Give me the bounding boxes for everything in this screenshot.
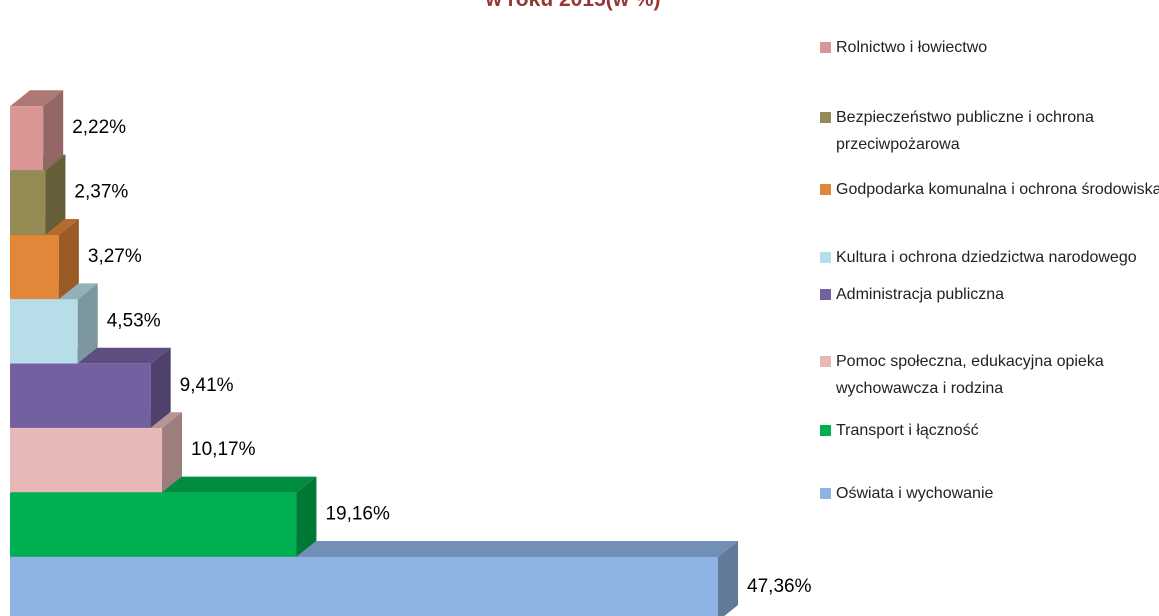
legend-label: Godpodarka komunalna i ochrona środowisk… — [836, 181, 1159, 198]
data-label: 2,22% — [72, 117, 126, 138]
legend-label: Pomoc społeczna, edukacyjna opieka wycho… — [836, 353, 1104, 397]
bar — [10, 299, 78, 364]
legend-label: Transport i łączność — [836, 422, 979, 439]
legend-item: Transport i łączność — [820, 417, 1159, 444]
bar — [10, 492, 297, 557]
legend-item: Kultura i ochrona dziedzictwa narodowego — [820, 244, 1159, 271]
legend-swatch — [820, 112, 831, 123]
data-label: 47,36% — [747, 576, 812, 597]
legend-item: Rolnictwo i łowiectwo — [820, 34, 1159, 61]
data-label: 2,37% — [74, 182, 128, 203]
legend-item: Pomoc społeczna, edukacyjna opieka wycho… — [820, 348, 1159, 402]
bar-side — [296, 476, 317, 557]
bar — [10, 428, 163, 493]
bar-side — [718, 541, 739, 616]
bar-side — [162, 412, 183, 493]
data-label: 4,53% — [107, 310, 161, 331]
legend-swatch — [820, 252, 831, 263]
legend-swatch — [820, 289, 831, 300]
legend-item: Oświata i wychowanie — [820, 480, 1159, 507]
bar-side — [43, 90, 64, 171]
legend-label: Rolnictwo i łowiectwo — [836, 39, 988, 56]
bar-side — [150, 347, 171, 428]
chart-title: w roku 2015(w %) — [484, 0, 660, 11]
legend-swatch — [820, 42, 831, 53]
data-label: 10,17% — [191, 439, 256, 460]
legend-label: Administracja publiczna — [836, 286, 1005, 303]
legend-item: Bezpieczeństwo publiczne i ochrona przec… — [820, 104, 1159, 158]
legend-label: Bezpieczeństwo publiczne i ochrona przec… — [836, 109, 1094, 153]
bar-side — [77, 283, 98, 364]
bar — [10, 106, 44, 171]
bar — [10, 170, 46, 235]
bar-side — [58, 219, 79, 299]
legend-item: Administracja publiczna — [820, 281, 1159, 308]
legend-swatch — [820, 356, 831, 367]
data-label: 3,27% — [88, 246, 142, 267]
legend-swatch — [820, 425, 831, 436]
bar — [10, 363, 151, 428]
legend-item: Godpodarka komunalna i ochrona środowisk… — [820, 176, 1159, 203]
legend-swatch — [820, 184, 831, 195]
bar-top — [10, 90, 64, 107]
bar — [10, 557, 719, 616]
data-label: 9,41% — [180, 375, 234, 396]
legend-label: Oświata i wychowanie — [836, 485, 994, 502]
bar-side — [45, 154, 66, 235]
legend-swatch — [820, 488, 831, 499]
legend-label: Kultura i ochrona dziedzictwa narodowego — [836, 249, 1137, 266]
bar — [10, 235, 59, 299]
data-label: 19,16% — [325, 504, 390, 525]
